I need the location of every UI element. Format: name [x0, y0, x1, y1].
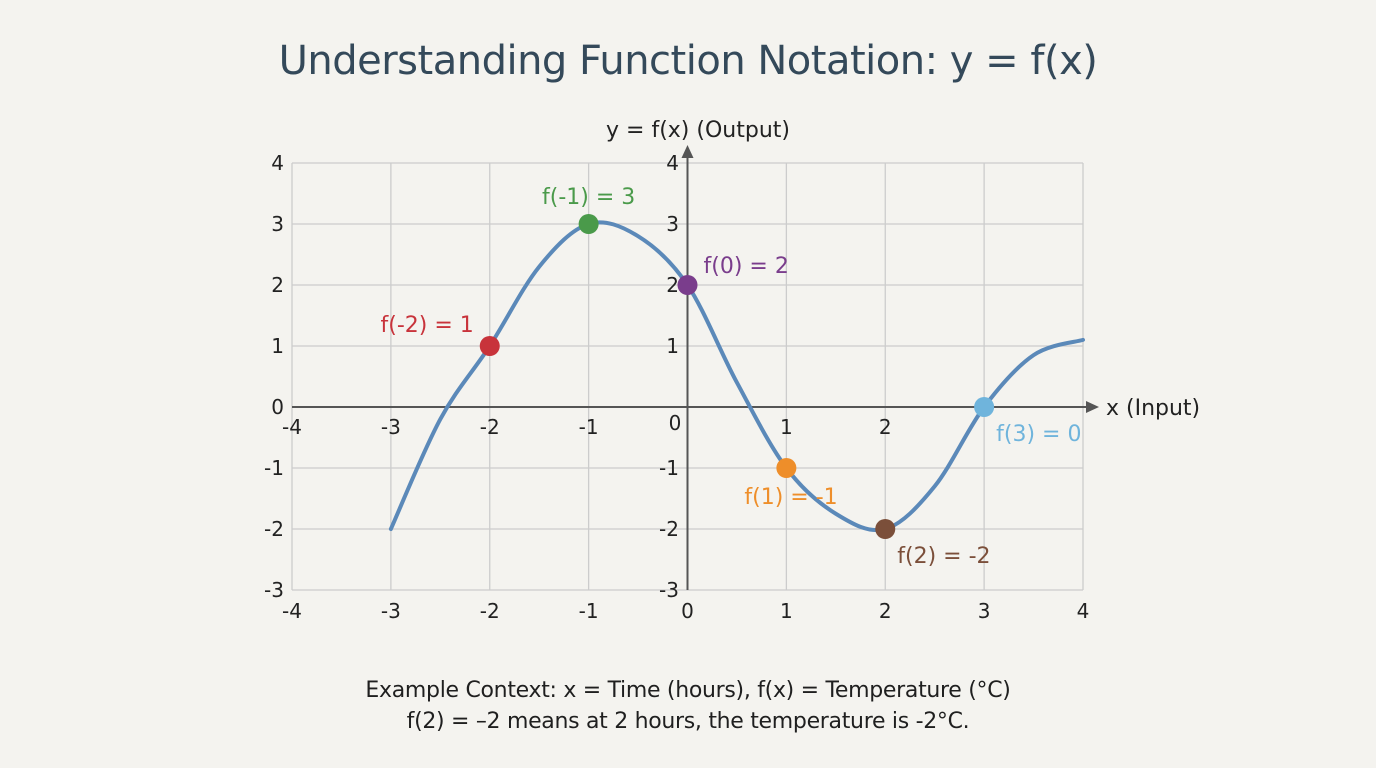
x-tick-label-axis: -4 — [282, 415, 302, 439]
x-tick-label-bottom: -2 — [480, 599, 500, 623]
data-point-label: f(2) = -2 — [897, 544, 990, 569]
data-point-marker — [776, 458, 797, 478]
y-tick-label-left: -3 — [264, 578, 284, 602]
x-tick-label-bottom: -4 — [282, 599, 302, 623]
x-tick-label-bottom: -1 — [579, 599, 599, 623]
x-tick-label-axis: -3 — [381, 415, 401, 439]
x-tick-label-bottom: 0 — [681, 599, 694, 623]
y-tick-label-center: 3 — [666, 212, 679, 236]
caption-example: f(2) = –2 means at 2 hours, the temperat… — [406, 709, 970, 734]
data-point-label: f(0) = 2 — [704, 254, 789, 279]
y-tick-label-center: 2 — [666, 273, 679, 297]
y-tick-label-left: 2 — [271, 273, 284, 297]
x-tick-label-axis: -2 — [480, 415, 500, 439]
y-tick-label-left: 4 — [271, 151, 284, 175]
x-tick-label-axis: -1 — [579, 415, 599, 439]
y-tick-label-center: 1 — [666, 334, 679, 358]
data-point-label: f(-1) = 3 — [542, 185, 635, 210]
x-tick-label-bottom: 1 — [780, 599, 793, 623]
caption-context: Example Context: x = Time (hours), f(x) … — [365, 678, 1011, 703]
data-point-marker — [875, 519, 896, 539]
x-tick-label-bottom: 3 — [978, 599, 991, 623]
data-point-label: f(-2) = 1 — [380, 313, 473, 338]
x-tick-label-bottom: 4 — [1077, 599, 1090, 623]
y-axis-arrow-icon — [681, 145, 694, 158]
data-point-label: f(1) = -1 — [744, 485, 837, 510]
data-point-label: f(3) = 0 — [996, 422, 1081, 447]
y-tick-label-center: -2 — [659, 517, 679, 541]
y-tick-label-left: -2 — [264, 517, 284, 541]
y-tick-label-center: -3 — [659, 578, 679, 602]
chart-title: Understanding Function Notation: y = f(x… — [278, 38, 1098, 84]
y-tick-label-center: -1 — [659, 456, 679, 480]
y-tick-label-left: 3 — [271, 212, 284, 236]
data-point-marker — [677, 275, 698, 295]
x-tick-label-axis: 1 — [780, 415, 793, 439]
y-tick-label-left: 1 — [271, 334, 284, 358]
x-axis-arrow-icon — [1086, 401, 1099, 413]
data-point-marker — [578, 214, 599, 234]
y-tick-label-left: -1 — [264, 456, 284, 480]
x-tick-label-axis: 2 — [879, 415, 892, 439]
data-point-marker — [479, 336, 500, 356]
y-tick-label-center: 4 — [666, 151, 679, 175]
y-tick-label-left: 0 — [271, 395, 284, 419]
x-tick-label-axis: 0 — [669, 411, 682, 435]
x-tick-label-bottom: -3 — [381, 599, 401, 623]
x-axis-label: x (Input) — [1106, 396, 1200, 421]
x-tick-label-bottom: 2 — [879, 599, 892, 623]
y-axis-label: y = f(x) (Output) — [606, 118, 790, 143]
data-point-marker — [974, 397, 995, 417]
